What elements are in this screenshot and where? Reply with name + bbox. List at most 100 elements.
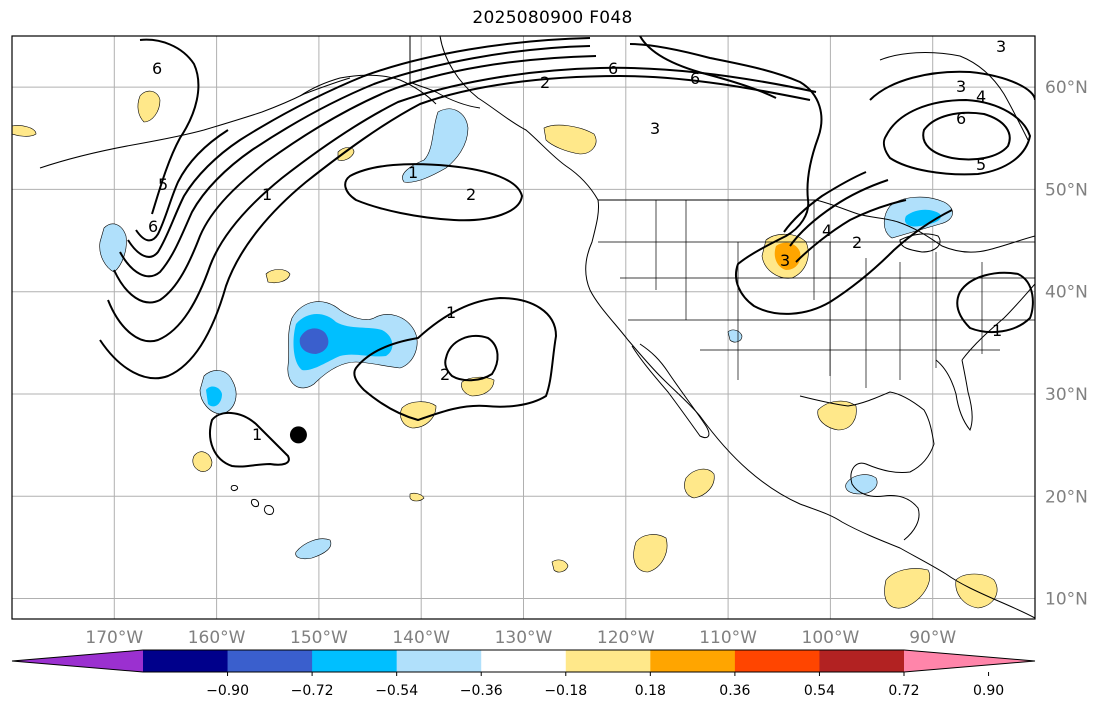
clabel-6-bering-north: 6: [152, 59, 162, 78]
lon-tick-label: 110°W: [699, 628, 757, 648]
shade-cyan-mid-pacific: [293, 314, 393, 371]
contour-midwest-3: [789, 179, 889, 247]
colorbar-tick-label: −0.36: [460, 683, 503, 699]
coastlines-and-borders: [39, 36, 1035, 619]
great-lakes-outline: [899, 233, 941, 253]
latitude-tick-labels: 10°N 20°N 30°N 40°N 50°N 60°N: [1045, 78, 1088, 609]
contour-ohio-valley: [956, 271, 1034, 334]
lon-tick-label: 120°W: [597, 628, 655, 648]
contour-upper-midwest: [629, 43, 953, 315]
clabel-5-bering: 5: [158, 175, 168, 194]
shade-yellow-small-c: [409, 492, 425, 502]
lat-tick-label: 50°N: [1045, 180, 1088, 200]
shade-yellow-bering: [137, 90, 161, 123]
colorbar-extend-high: [904, 650, 1035, 672]
hawaii-island-1: [251, 499, 259, 507]
clabel-6-northeast: 6: [956, 109, 966, 128]
negative-anomaly-shading: [99, 108, 953, 560]
clabel-3-top-right: 3: [996, 37, 1006, 56]
hawaii-island-3: [230, 485, 239, 491]
lat-lon-gridlines: [12, 36, 1035, 619]
chart-title: 2025080900 F048: [472, 8, 633, 28]
map-border: [11, 35, 1036, 620]
lat-tick-label: 10°N: [1045, 590, 1088, 610]
colorbar-tick-labels: −0.90 −0.72 −0.54 −0.36 −0.18 0.18 0.36 0.54 0.7…: [206, 672, 1004, 699]
colorbar-segment: [481, 650, 567, 672]
contour-hudson: [639, 36, 777, 99]
shade-yellow-pacific-1: [461, 376, 495, 397]
clabel-2-subtrop: 2: [440, 365, 450, 384]
colorbar-segment: [396, 650, 482, 672]
colorbar-tick-label: −0.54: [375, 683, 418, 699]
shade-blue-arizona: [727, 329, 743, 343]
contour-northeast-inner: [922, 111, 1011, 161]
contour-midwest-2: [795, 199, 907, 263]
clabel-4-northeast: 4: [976, 87, 986, 106]
clabel-6-hudson: 6: [608, 59, 618, 78]
lat-tick-label: 40°N: [1045, 283, 1088, 303]
contour-4-main: [119, 45, 591, 278]
storm-position-dot: [289, 426, 307, 444]
alaska-south-coast: [299, 74, 437, 105]
colorbar-segment: [819, 650, 905, 672]
gulf-of-mexico-coast: [799, 391, 935, 541]
clabel-4-midwest: 4: [822, 221, 832, 240]
colorbar-tick-label: 0.54: [804, 683, 835, 699]
shade-orange-plains: [774, 242, 801, 270]
hawaii-island-2: [263, 505, 275, 515]
colorbar-segment: [565, 650, 651, 672]
clabel-2-midwest: 2: [852, 233, 862, 252]
shade-yellow-hawaii: [192, 451, 213, 472]
colorbar-segment: [143, 650, 229, 672]
positive-anomaly-shading: [12, 90, 998, 609]
colorbar-segment: [734, 650, 820, 672]
shade-yellow-epac-2: [551, 559, 569, 573]
hudson-bay-coast: [879, 52, 1029, 141]
shade-blue-gulf-mexico: [845, 474, 878, 495]
colorbar-segment: [650, 650, 736, 672]
lon-tick-label: 130°W: [495, 628, 553, 648]
shade-yellow-texas: [817, 400, 857, 431]
lat-tick-label: 30°N: [1045, 385, 1088, 405]
shade-yellow-pacific-2: [400, 401, 437, 429]
colorbar-tick-label: −0.90: [206, 683, 249, 699]
us-canada-border: [598, 199, 1035, 253]
north-america-west-coast: [439, 36, 1035, 619]
contour-lines: [99, 36, 1035, 468]
shade-yellow-carib-1: [884, 568, 930, 609]
clabel-6-north: 6: [690, 69, 700, 88]
us-east-coast: [961, 283, 1035, 361]
lat-tick-label: 20°N: [1045, 487, 1088, 507]
clabel-5-northeast: 5: [976, 155, 986, 174]
alaska-canada-border: [409, 36, 481, 109]
lon-tick-label: 100°W: [802, 628, 860, 648]
contour-1-hawaii: [209, 412, 290, 468]
clabel-1-alaska: 1: [262, 185, 272, 204]
colorbar-tick-label: 0.36: [719, 683, 750, 699]
lon-tick-label: 90°W: [909, 628, 956, 648]
lon-tick-label: 150°W: [290, 628, 348, 648]
lon-tick-label: 140°W: [392, 628, 450, 648]
baja-california: [631, 343, 710, 439]
contour-3-main: [113, 55, 597, 304]
colorbar-outline: [11, 649, 1036, 673]
clabel-1-ohio: 1: [992, 321, 1002, 340]
shade-yellow-mexico-pac: [684, 468, 715, 499]
contour-2-subtrop: [444, 335, 499, 382]
shade-blue-small-1: [295, 538, 332, 560]
colorbar-tick-label: −0.72: [291, 683, 334, 699]
lat-tick-label: 60°N: [1045, 78, 1088, 98]
clabel-3-north: 3: [650, 119, 660, 138]
shade-blue-alaska-west: [99, 223, 127, 273]
shade-yellow-small-a: [337, 147, 355, 161]
colorbar-tick-label: 0.18: [635, 683, 666, 699]
contour-6-main: [135, 129, 229, 242]
colorbar: [11, 649, 1036, 673]
colorbar-extend-low: [12, 650, 143, 672]
colorbar-tick-label: 0.90: [973, 683, 1004, 699]
clabel-1-gulf: 1: [408, 163, 418, 182]
lon-tick-label: 160°W: [188, 628, 246, 648]
contour-2-main: [107, 66, 817, 343]
longitude-tick-labels: 170°W 160°W 150°W 140°W 130°W 120°W 110°W 100°W…: [85, 628, 956, 648]
